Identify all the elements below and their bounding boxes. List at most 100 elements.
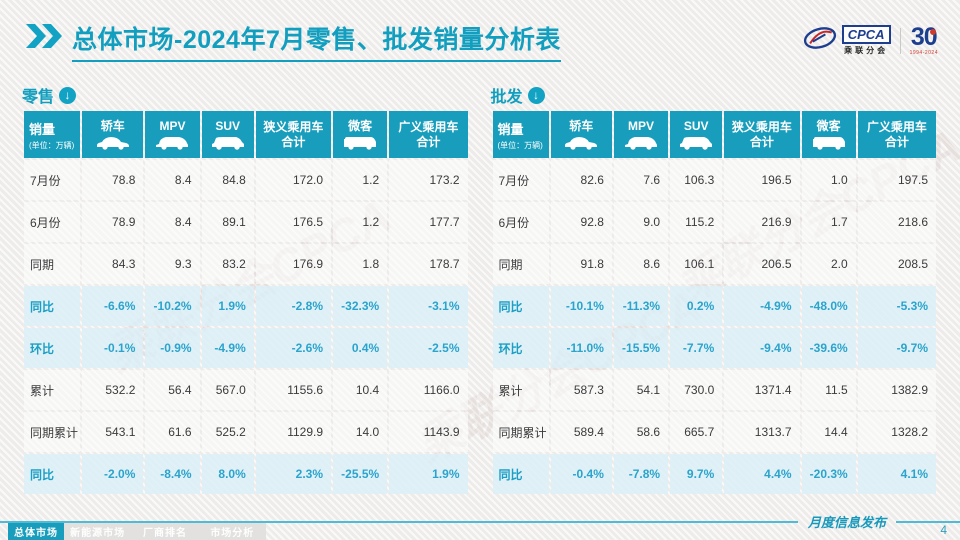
value-cell: 589.4 (550, 412, 612, 452)
value-cell: 1.9% (389, 454, 468, 494)
retail-table-block: 零售 ↓ 销量 (单位：万辆) 轿车 MPV SUV 狭义乘用车 合计 微客 广义乘用车 合计 7月… (22, 84, 470, 496)
table-row: 环比 -0.1% -0.9% -4.9% -2.6% 0.4% -2.5% (24, 328, 468, 368)
value-cell: -2.8% (255, 286, 331, 326)
retail-table: 销量 (单位：万辆) 轿车 MPV SUV 狭义乘用车 合计 微客 广义乘用车 合计 7月份 78.8… (22, 109, 470, 496)
value-cell: 1143.9 (389, 412, 468, 452)
anniversary-dot-icon (929, 29, 936, 35)
value-cell: 83.2 (201, 244, 254, 284)
value-cell: -15.5% (613, 328, 669, 368)
row-label-cell: 同比 (24, 286, 81, 326)
column-header: 狭义乘用车 合计 (724, 111, 800, 158)
value-cell: -3.1% (389, 286, 468, 326)
down-arrow-icon: ↓ (59, 86, 77, 104)
value-cell: 206.5 (724, 244, 800, 284)
value-cell: 1129.9 (255, 412, 331, 452)
value-cell: 56.4 (145, 370, 200, 410)
value-cell: 91.8 (550, 244, 612, 284)
row-label-cell: 同比 (24, 454, 81, 494)
value-cell: 1.7 (801, 202, 856, 242)
value-cell: -32.3% (333, 286, 388, 326)
value-cell: 84.8 (201, 160, 254, 200)
value-cell: 1166.0 (389, 370, 468, 410)
header-row: 销量 (单位：万辆) 轿车 MPV SUV 狭义乘用车 合计 微客 广义乘用车 合计 (492, 111, 936, 158)
nav-tab-overall-market[interactable]: 总体市场 (8, 523, 64, 540)
sales-table: 销量 (单位：万辆) 轿车 MPV SUV 狭义乘用车 合计 微客 广义乘用车 合计 7月份 78.8… (22, 109, 470, 496)
value-cell: -10.1% (550, 286, 612, 326)
value-cell: 78.8 (82, 160, 144, 200)
row-label-cell: 同比 (492, 454, 549, 494)
row-label-cell: 同期累计 (24, 412, 81, 452)
nav-tab-oem-ranking[interactable]: 厂商排名 (142, 528, 187, 539)
value-cell: -2.6% (255, 328, 331, 368)
value-cell: 216.9 (724, 202, 800, 242)
value-cell: -9.4% (724, 328, 800, 368)
value-cell: -11.0% (550, 328, 612, 368)
row-label-cell: 7月份 (24, 160, 81, 200)
value-cell: 1328.2 (857, 412, 936, 452)
column-header: SUV (201, 111, 254, 158)
suv-icon (203, 136, 253, 150)
value-cell: 14.0 (333, 412, 388, 452)
page-title-rest: -2024年7月零售、批发销量分析表 (174, 26, 561, 54)
row-label-cell: 6月份 (24, 202, 81, 242)
table-row: 同期 91.8 8.6 106.1 206.5 2.0 208.5 (492, 244, 936, 284)
value-cell: 9.3 (145, 244, 200, 284)
column-header: 狭义乘用车 合计 (255, 111, 331, 158)
table-row: 同比 -0.4% -7.8% 9.7% 4.4% -20.3% 4.1% (492, 454, 936, 494)
sales-unit-header: 销量 (单位：万辆) (492, 111, 549, 158)
value-cell: -2.5% (389, 328, 468, 368)
cpca-chinese-name: 乘联分会 (844, 46, 889, 55)
column-header: 广义乘用车 合计 (857, 111, 936, 158)
wholesale-section-label: 批发 (490, 89, 523, 106)
value-cell: 106.1 (670, 244, 723, 284)
table-row: 同期 84.3 9.3 83.2 176.9 1.8 178.7 (24, 244, 468, 284)
value-cell: 9.7% (670, 454, 723, 494)
value-cell: 1.8 (333, 244, 388, 284)
anniversary-years: 1994-2024 (909, 50, 938, 56)
sedan-icon (83, 136, 142, 150)
table-row: 环比 -11.0% -15.5% -7.7% -9.4% -39.6% -9.7% (492, 328, 936, 368)
value-cell: 1.2 (333, 202, 388, 242)
value-cell: 1155.6 (255, 370, 331, 410)
value-cell: 54.1 (613, 370, 669, 410)
value-cell: -39.6% (801, 328, 856, 368)
page-title: 总体市场-2024年7月零售、批发销量分析表 (72, 20, 561, 62)
value-cell: 587.3 (550, 370, 612, 410)
value-cell: 82.6 (550, 160, 612, 200)
value-cell: 11.5 (801, 370, 856, 410)
sales-unit-header: 销量 (单位：万辆) (24, 111, 81, 158)
retail-section-label: 零售 (22, 89, 55, 106)
value-cell: -48.0% (801, 286, 856, 326)
value-cell: 2.3% (255, 454, 331, 494)
anniversary-number: 30 (910, 23, 938, 51)
value-cell: 1382.9 (857, 370, 936, 410)
value-cell: -0.9% (145, 328, 200, 368)
value-cell: 10.4 (333, 370, 388, 410)
nav-tab-market-analysis[interactable]: 市场分析 (210, 528, 255, 539)
table-row: 同比 -10.1% -11.3% 0.2% -4.9% -48.0% -5.3% (492, 286, 936, 326)
value-cell: 665.7 (670, 412, 723, 452)
value-cell: 2.0 (801, 244, 856, 284)
value-cell: 1.0 (801, 160, 856, 200)
value-cell: -8.4% (145, 454, 200, 494)
header-row: 销量 (单位：万辆) 轿车 MPV SUV 狭义乘用车 合计 微客 广义乘用车 合计 (24, 111, 468, 158)
footer-line-short (896, 520, 960, 523)
value-cell: -20.3% (801, 454, 856, 494)
value-cell: 0.2% (670, 286, 723, 326)
value-cell: -25.5% (333, 454, 388, 494)
value-cell: 7.6 (613, 160, 669, 200)
sedan-icon (552, 136, 611, 150)
cpca-logo: CPCA 乘联分会 (802, 24, 891, 57)
row-label-cell: 同期 (492, 244, 549, 284)
value-cell: -6.6% (82, 286, 144, 326)
value-cell: 176.9 (255, 244, 331, 284)
table-row: 累计 532.2 56.4 567.0 1155.6 10.4 1166.0 (24, 370, 468, 410)
nav-tab-nev-market[interactable]: 新能源市场 (70, 528, 126, 539)
value-cell: -0.1% (82, 328, 144, 368)
value-cell: -7.8% (613, 454, 669, 494)
column-header: 微客 (801, 111, 856, 158)
value-cell: 0.4% (333, 328, 388, 368)
table-row: 同期累计 589.4 58.6 665.7 1313.7 14.4 1328.2 (492, 412, 936, 452)
value-cell: 173.2 (389, 160, 468, 200)
